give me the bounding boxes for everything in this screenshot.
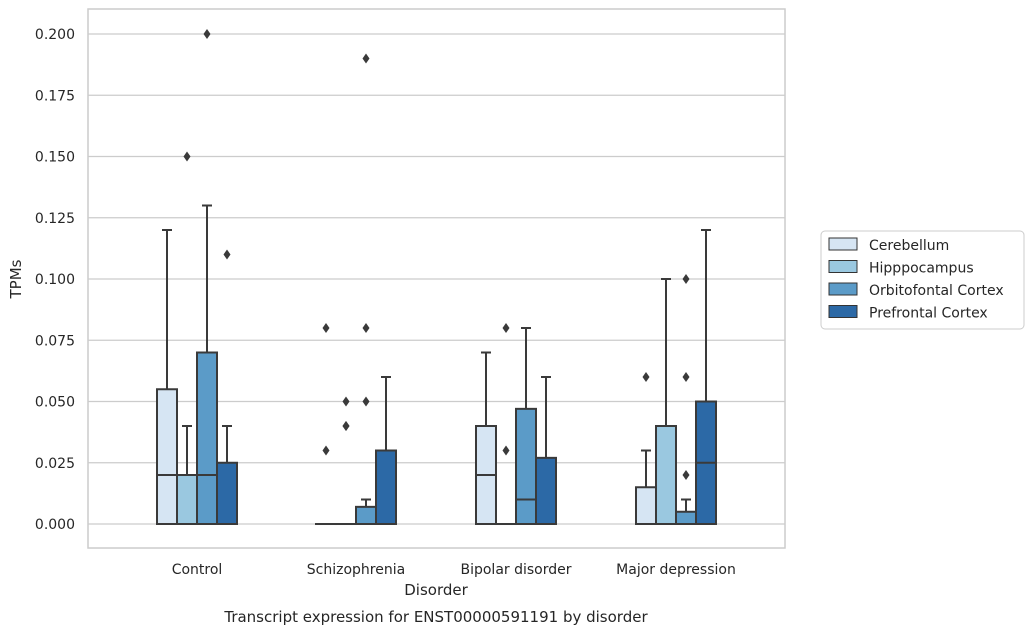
box-body	[375, 449, 397, 525]
box	[695, 229, 717, 525]
legend-swatch	[828, 282, 858, 296]
legend-frame	[820, 230, 1025, 330]
y-tick-label: 0.075	[35, 333, 75, 349]
legend-label: Cerebellum	[869, 238, 949, 254]
box	[475, 351, 497, 525]
y-tick-label: 0.125	[35, 211, 75, 227]
outlier-point	[682, 470, 690, 480]
y-tick-label: 0.050	[35, 395, 75, 411]
y-tick-label: 0.175	[35, 88, 75, 104]
outlier-point	[342, 396, 350, 407]
box-body	[156, 388, 178, 525]
legend-label: Hipppocampus	[869, 261, 974, 277]
legend-swatch	[828, 237, 858, 251]
outlier-point	[642, 372, 650, 382]
x-tick-label: Major depression	[616, 562, 736, 578]
box	[216, 425, 238, 525]
x-tick-label: Control	[172, 562, 223, 578]
box-body	[515, 407, 537, 526]
box-body	[675, 510, 697, 525]
box-plots	[156, 204, 717, 526]
box	[156, 229, 178, 525]
outlier-point	[322, 323, 330, 333]
outlier-point	[203, 29, 211, 39]
box-body	[655, 425, 677, 525]
legend-label: Orbitofontal Cortex	[869, 283, 1004, 299]
outlier-point	[502, 445, 510, 456]
x-axis-ticks: Control Schizophrenia Bipolar disorder Majo…	[172, 562, 736, 578]
box-body	[535, 456, 557, 526]
outlier-point	[223, 249, 231, 260]
y-tick-label: 0.200	[35, 27, 75, 43]
box-body	[355, 505, 377, 526]
box	[375, 376, 397, 525]
box	[355, 498, 377, 526]
x-axis-label: Disorder	[404, 581, 468, 599]
box	[515, 327, 537, 526]
outlier-point	[362, 396, 370, 407]
legend-swatch	[828, 260, 858, 273]
outlier-point	[342, 421, 350, 431]
x-tick-label: Bipolar disorder	[460, 562, 571, 578]
box-body	[635, 486, 657, 525]
outlier-point	[362, 53, 370, 64]
y-axis-label: TPMs	[7, 259, 25, 299]
chart-caption: Transcript expression for ENST0000059119…	[223, 608, 648, 626]
y-tick-label: 0.025	[35, 456, 75, 472]
outlier-point	[183, 151, 191, 162]
outlier-point	[682, 274, 690, 284]
y-tick-label: 0.100	[35, 272, 75, 288]
x-tick-label: Schizophrenia	[307, 562, 405, 578]
outlier-points	[183, 29, 690, 480]
box	[535, 376, 557, 526]
legend-swatch	[828, 305, 858, 318]
y-axis-ticks: 0.000 0.025 0.050 0.075 0.100 0.125 0.150 0.175…	[35, 27, 75, 533]
box	[176, 425, 198, 525]
gridlines	[88, 33, 785, 525]
box-body	[176, 474, 198, 525]
plot-area-frame	[87, 8, 786, 549]
box-body	[216, 461, 238, 525]
legend-label: Prefrontal Cortex	[869, 306, 988, 322]
legend: Cerebellum Hipppocampus Orbitofontal Corte…	[820, 230, 1025, 330]
y-tick-label: 0.000	[35, 517, 75, 533]
box-body	[196, 351, 218, 525]
y-tick-label: 0.150	[35, 150, 75, 166]
box	[196, 204, 218, 525]
box	[675, 498, 697, 525]
outlier-point	[682, 372, 690, 382]
outlier-point	[322, 445, 330, 456]
box	[635, 449, 657, 525]
outlier-point	[502, 323, 510, 333]
outlier-point	[362, 323, 370, 333]
box	[655, 278, 677, 525]
